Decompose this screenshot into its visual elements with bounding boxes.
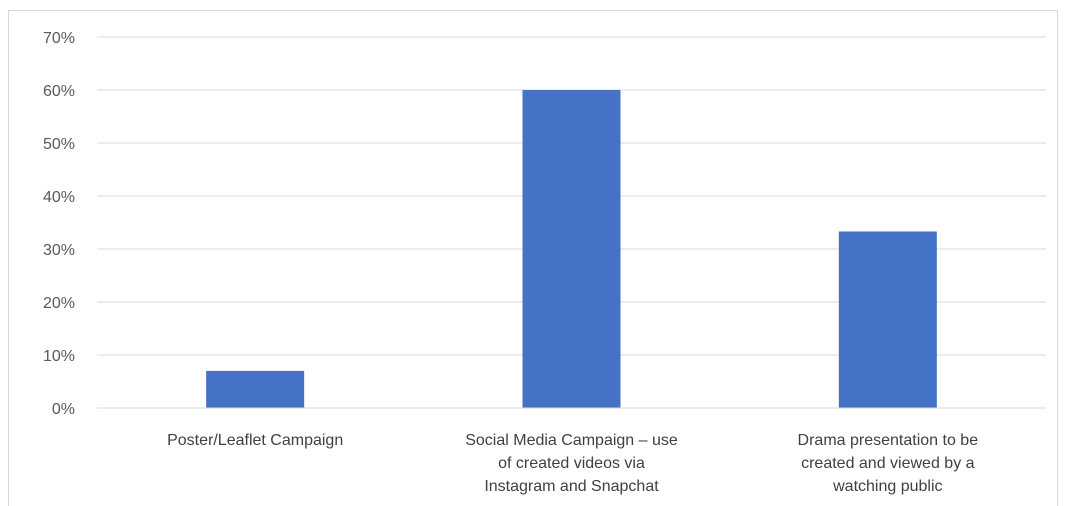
x-category-label: Social Media Campaign – use of created vi… [465, 432, 678, 495]
y-tick-label: 20% [43, 295, 75, 312]
y-tick-label: 40% [43, 189, 75, 206]
y-axis-tick-labels: 0% 10% 20% 30% 40% 50% 60% 70% [43, 30, 75, 418]
chart-frame [8, 10, 1058, 506]
bar [522, 90, 621, 408]
bar [838, 231, 937, 408]
y-tick-label: 30% [43, 242, 75, 259]
x-category-label: Poster/Leaflet Campaign [167, 432, 343, 449]
y-tick-label: 10% [43, 348, 75, 365]
y-tick-label: 0% [52, 401, 75, 418]
y-tick-label: 50% [43, 136, 75, 153]
bars [206, 90, 937, 408]
x-category-label: Drama presentation to be created and view… [798, 432, 979, 495]
x-axis-category-labels: Poster/Leaflet Campaign Social Media Camp… [167, 432, 978, 495]
y-tick-label: 70% [43, 30, 75, 47]
y-tick-label: 60% [43, 83, 75, 100]
bar [206, 370, 305, 408]
